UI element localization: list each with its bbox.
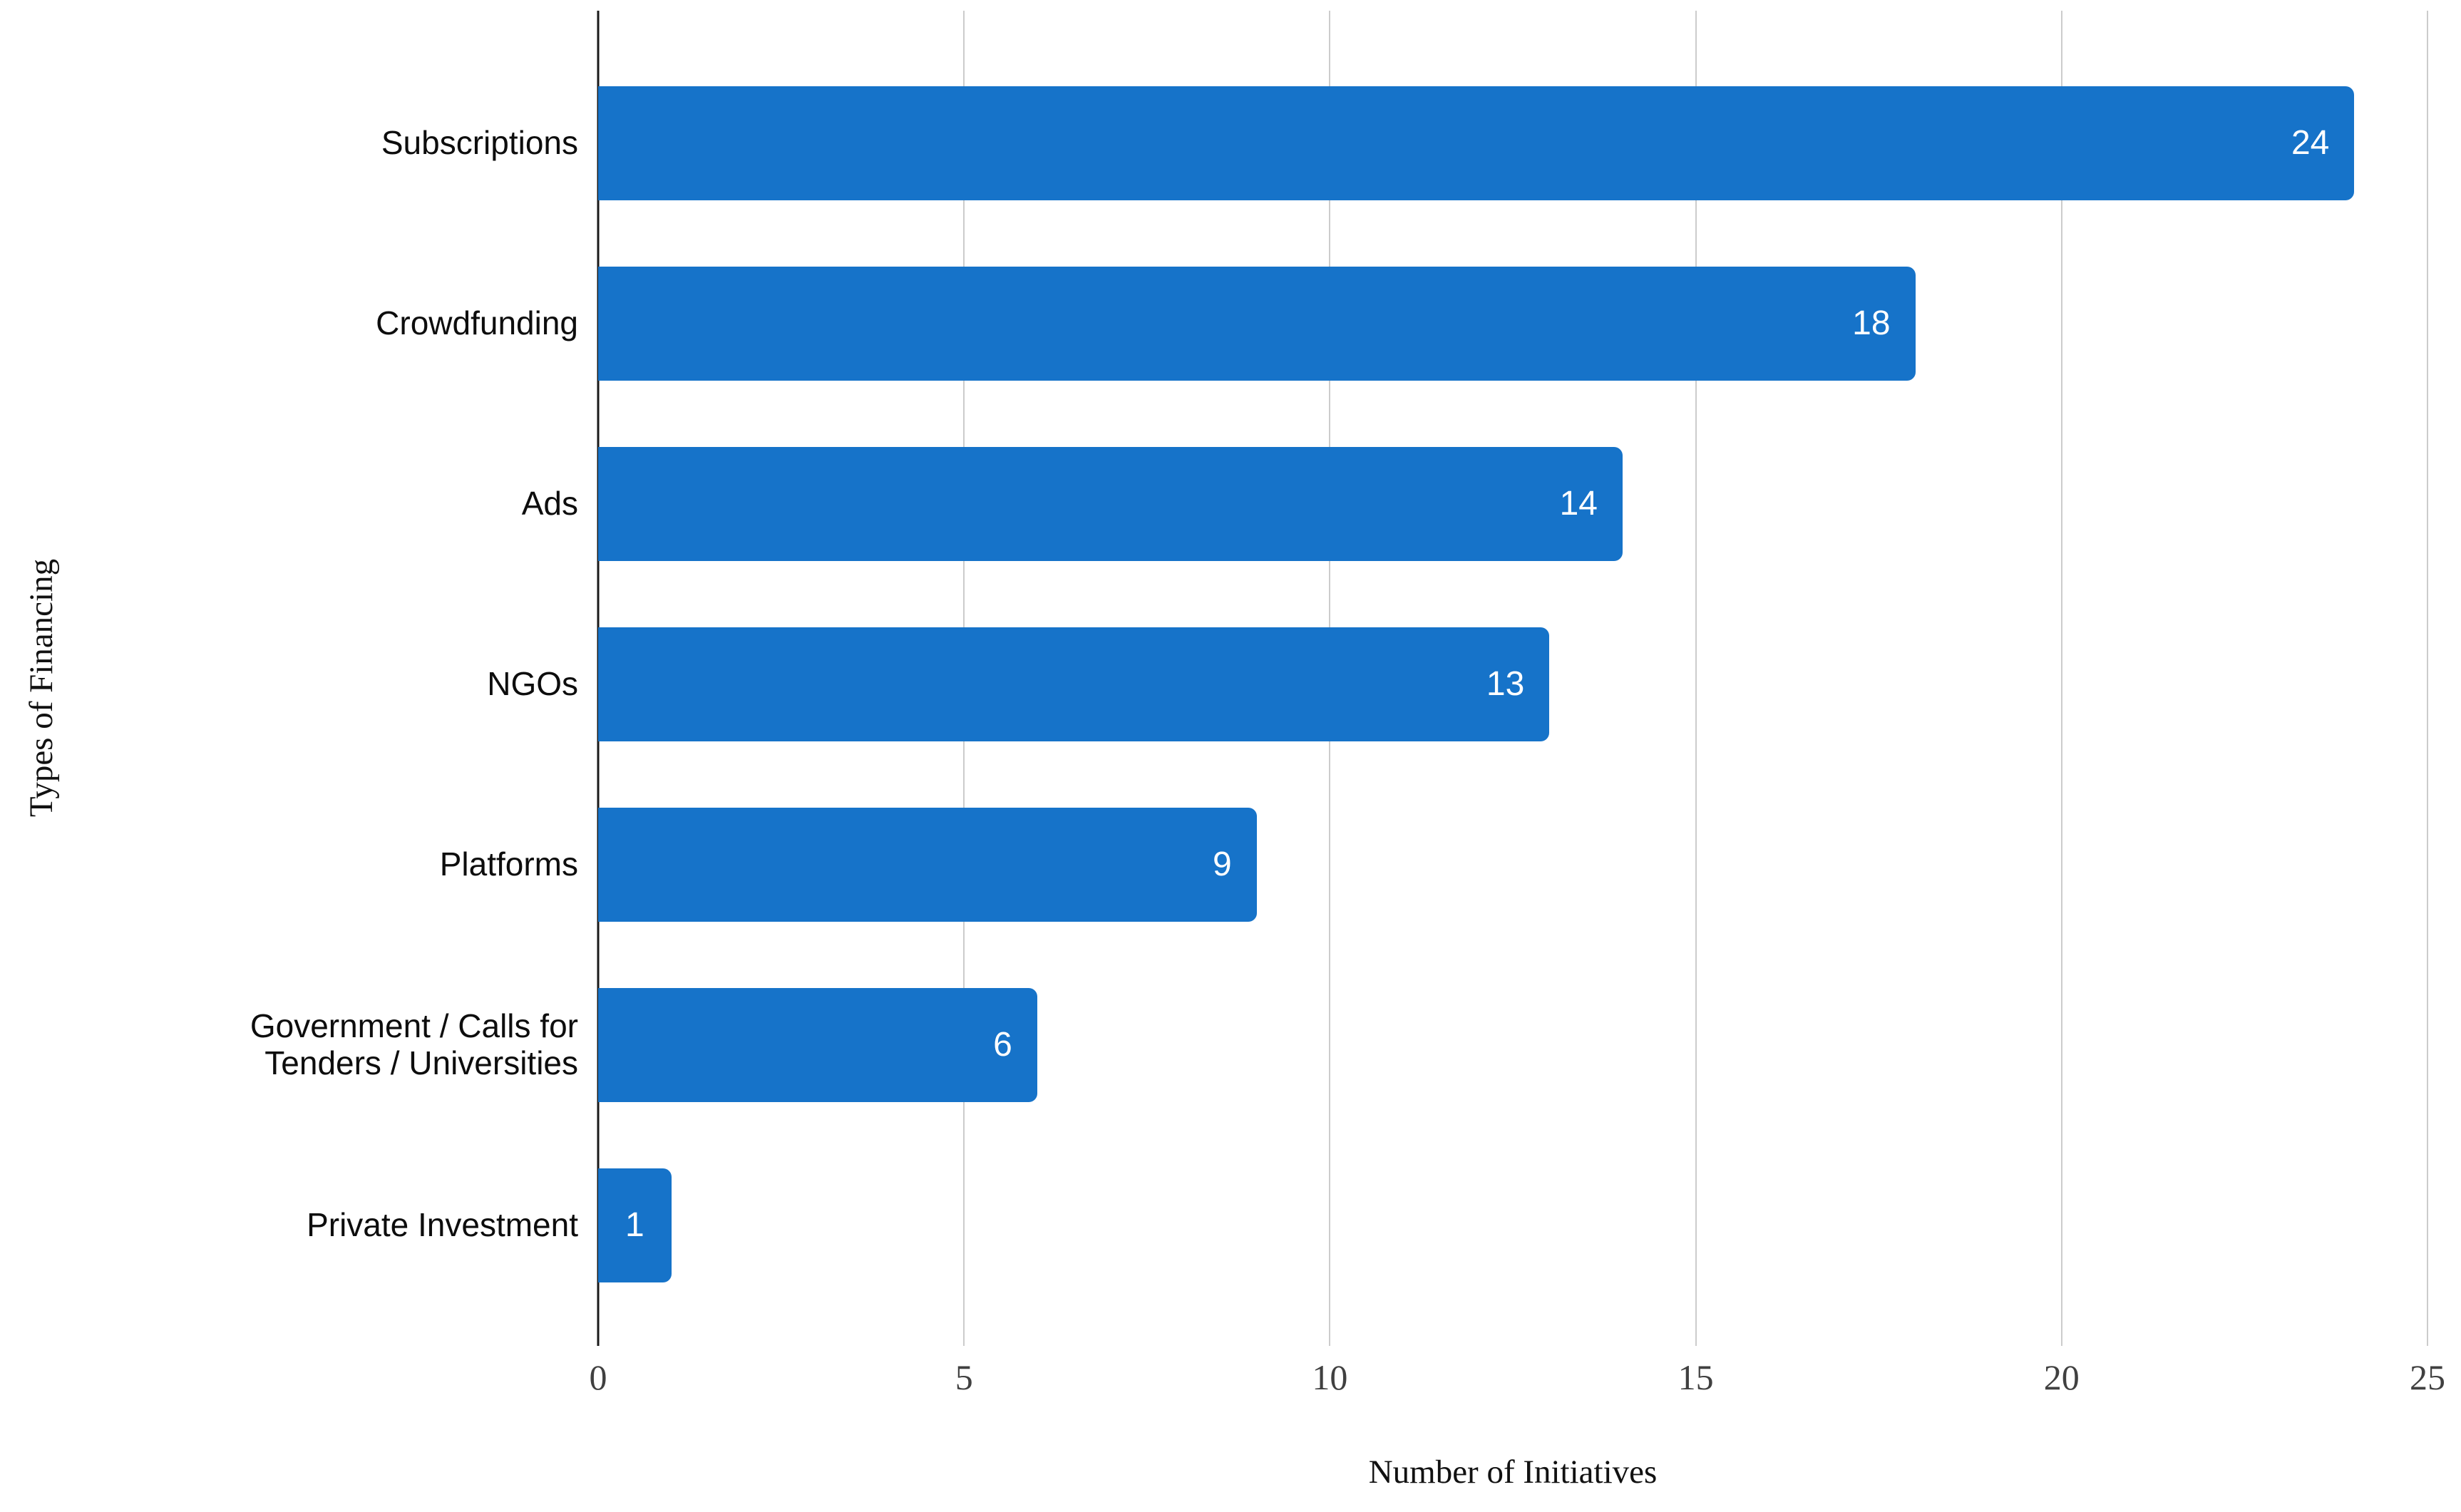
bar-value-label: 24 (2291, 124, 2330, 163)
bar-value-label: 9 (1213, 845, 1232, 883)
category-label-row: Ads (0, 414, 578, 595)
bar-row: 18 (598, 234, 2427, 414)
category-label: Platforms (439, 845, 578, 883)
x-tick-label: 10 (1312, 1357, 1348, 1397)
bar: 18 (598, 267, 1916, 381)
bar: 9 (598, 807, 1257, 922)
bar: 6 (598, 987, 1037, 1102)
category-labels-column: Subscriptions Crowdfunding Ads NGOs Platform… (0, 53, 578, 1315)
category-label-row: Subscriptions (0, 53, 578, 234)
bar: 24 (598, 86, 2355, 201)
bar-row: 14 (598, 414, 2427, 595)
bar: 1 (598, 1168, 672, 1282)
gridline (1695, 11, 1697, 1346)
x-tick-label: 20 (2043, 1357, 2080, 1397)
x-tick-label: 15 (1678, 1357, 1714, 1397)
category-label: Government / Calls for Tenders / Univers… (250, 1007, 578, 1081)
category-label-row: Crowdfunding (0, 234, 578, 414)
plot-area: 24 18 14 13 9 6 1 (597, 11, 2428, 1346)
bar-row: 9 (598, 774, 2427, 955)
gridline (2060, 11, 2062, 1346)
bar-row: 24 (598, 53, 2427, 234)
category-label-row: Government / Calls for Tenders / Univers… (0, 955, 578, 1135)
gridline (2427, 11, 2428, 1346)
category-label: NGOs (487, 665, 578, 703)
bar-row: 1 (598, 1135, 2427, 1315)
bar-value-label: 14 (1559, 485, 1598, 523)
category-label-row: NGOs (0, 595, 578, 775)
bar-value-label: 18 (1852, 304, 1891, 343)
x-axis-title: Number of Initiatives (1368, 1454, 1658, 1491)
bar-row: 13 (598, 595, 2427, 775)
bar-value-label: 6 (993, 1025, 1012, 1064)
category-label: Ads (521, 485, 578, 523)
bar-row: 6 (598, 955, 2427, 1135)
bar: 14 (598, 447, 1623, 562)
category-label: Subscriptions (381, 124, 578, 162)
x-tick-label: 25 (2410, 1357, 2445, 1397)
category-label-row: Platforms (0, 774, 578, 955)
bar-value-label: 13 (1486, 665, 1525, 703)
bar-rows-layer: 24 18 14 13 9 6 1 (598, 53, 2427, 1315)
x-axis-tick-labels: 0 5 10 15 20 25 (590, 1356, 2446, 1406)
x-tick-label: 0 (589, 1357, 607, 1397)
x-tick-label: 5 (955, 1357, 973, 1397)
bar-value-label: 1 (625, 1205, 644, 1244)
category-label-row: Private Investment (0, 1135, 578, 1315)
category-label: Private Investment (307, 1205, 578, 1243)
bar: 13 (598, 627, 1550, 741)
category-label: Crowdfunding (376, 304, 578, 342)
